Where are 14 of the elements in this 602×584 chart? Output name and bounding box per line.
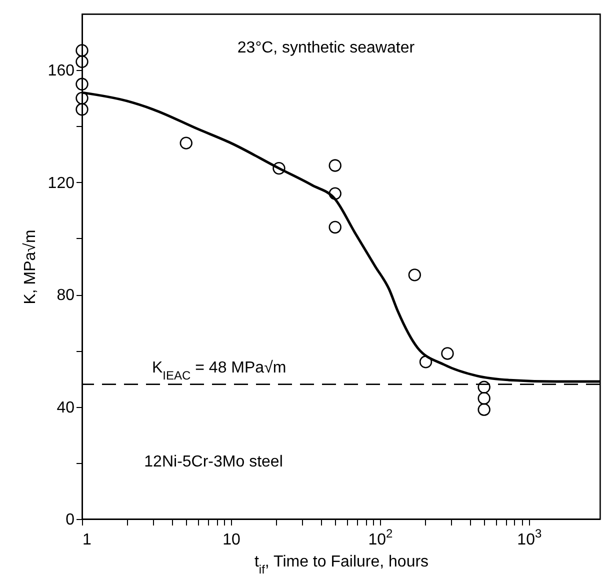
- x-tick-label: 10$^{2}$: [368, 526, 393, 548]
- y-tick-label: 120: [48, 174, 75, 192]
- y-tick-label: 40: [56, 399, 75, 416]
- x-tick-label: 1: [82, 532, 92, 548]
- annotation: 23°C, synthetic seawater: [237, 39, 416, 56]
- y-tick-label: 160: [48, 62, 75, 80]
- annotation: 12Ni-5Cr-3Mo steel: [144, 453, 283, 470]
- x-axis-title: t$_{if}$, Time to Failure, hours: [254, 554, 429, 576]
- y-axis-title: K, MPa√m: [22, 230, 39, 304]
- y-tick-label: 80: [56, 287, 75, 304]
- y-tick-label: 0: [66, 512, 75, 528]
- x-tick-label: 10: [222, 532, 240, 548]
- ref-line-label: K$_{IEAC}$ = 48 MPa√m: [152, 359, 286, 382]
- x-tick-label: 10$^{3}$: [517, 526, 542, 548]
